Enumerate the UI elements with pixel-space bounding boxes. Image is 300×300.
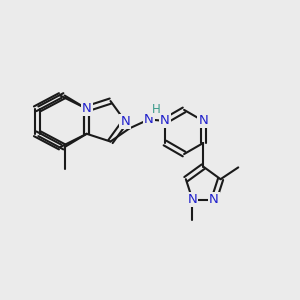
Text: N: N: [209, 193, 219, 206]
Text: N: N: [82, 102, 92, 115]
Text: N: N: [120, 115, 130, 128]
Text: N: N: [188, 193, 197, 206]
Text: N: N: [160, 114, 170, 128]
Text: H: H: [152, 103, 161, 116]
Text: N: N: [144, 113, 154, 126]
Text: N: N: [198, 114, 208, 128]
